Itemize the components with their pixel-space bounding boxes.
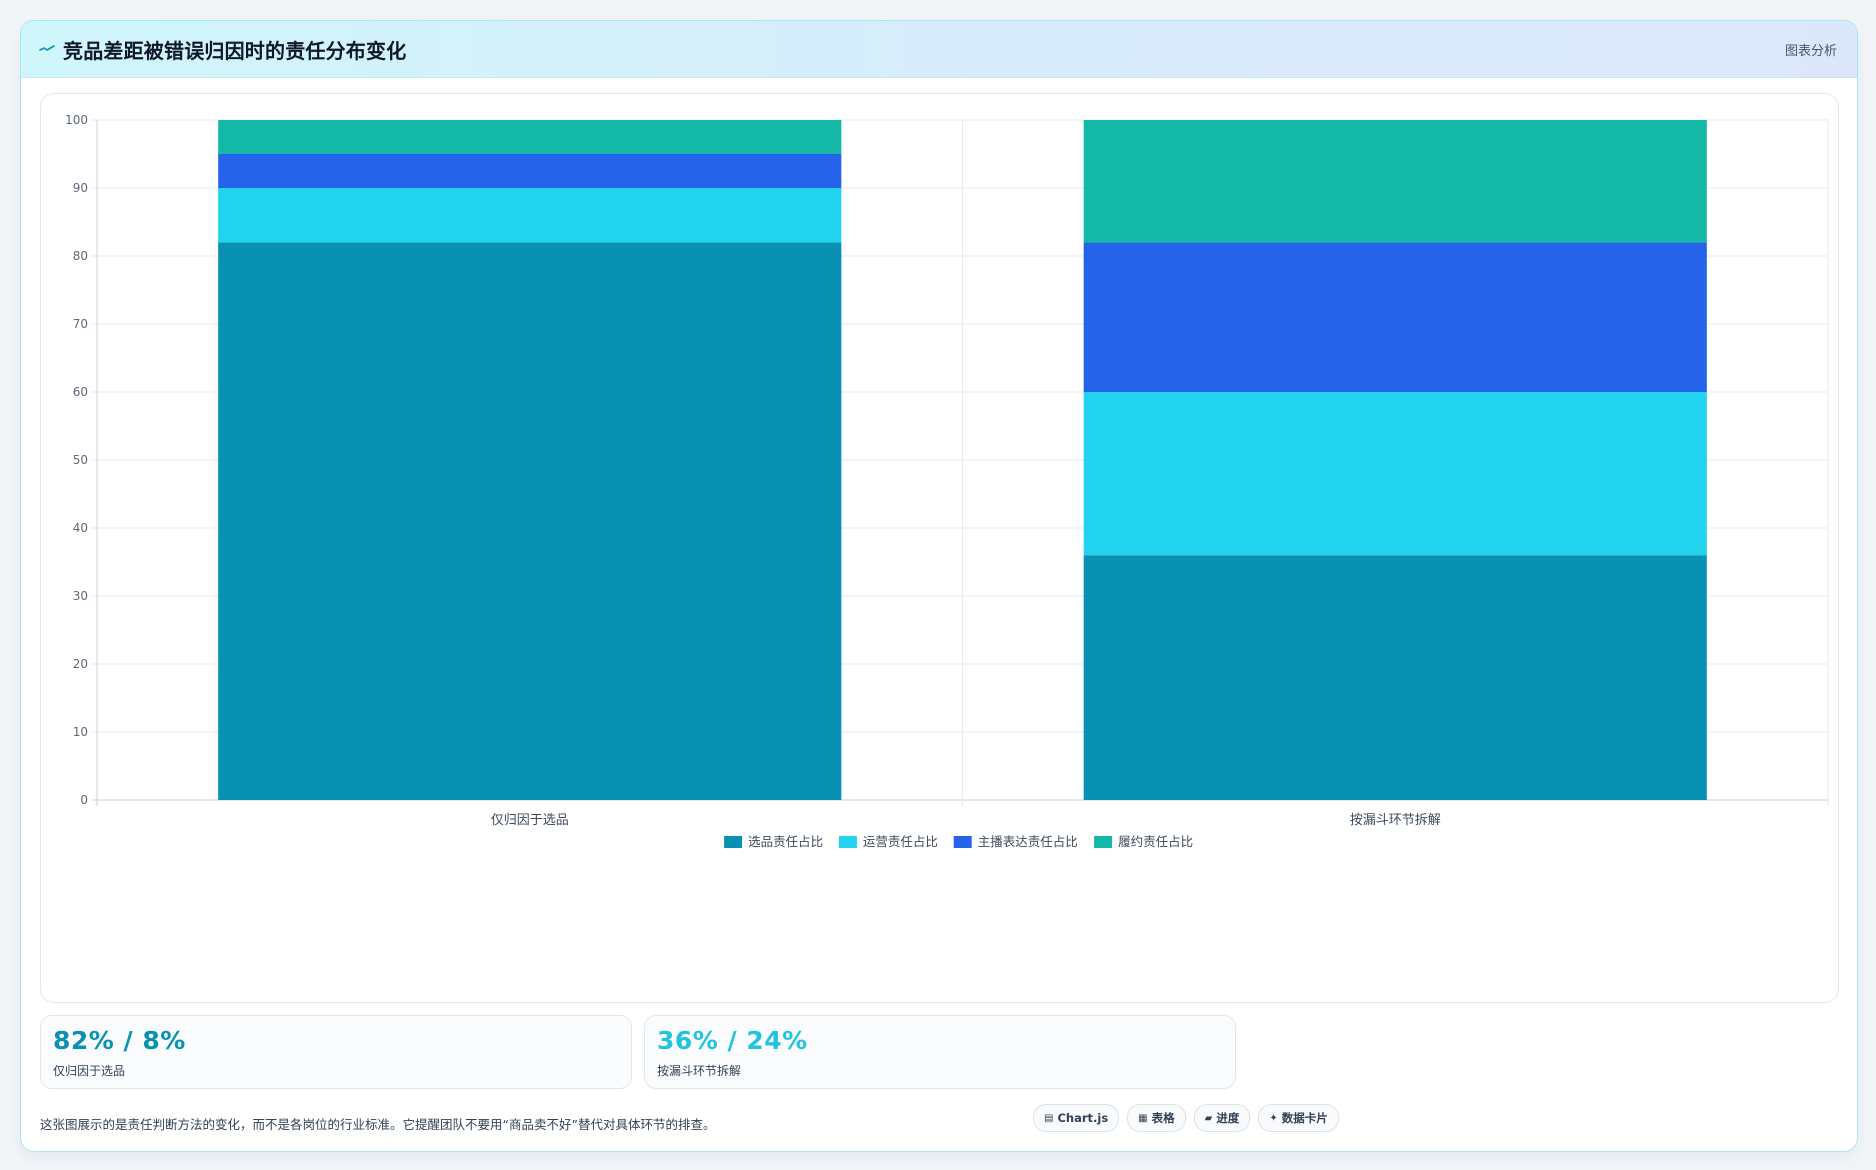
y-tick-label: 30 <box>73 589 88 603</box>
kpi-value: 82% / 8% <box>53 1026 186 1055</box>
x-category-label: 按漏斗环节拆解 <box>1350 812 1441 828</box>
x-category-label: 仅归因于选品 <box>491 813 569 828</box>
chart-card: 竞品差距被错误归因时的责任分布变化 图表分析 0 10 20 30 40 50 60 70 80… <box>20 20 1858 1152</box>
bar-segment <box>1083 555 1707 800</box>
chart-icon: ▤ <box>1044 1112 1054 1124</box>
bar-segment <box>218 120 842 154</box>
bar-segment <box>1083 242 1707 392</box>
header-tag: 图表分析 <box>1784 44 1837 59</box>
bar-segment <box>1083 392 1707 556</box>
y-tick-label: 80 <box>73 249 88 263</box>
legend-swatch <box>1094 836 1113 848</box>
legend-label: 运营责任占比 <box>863 834 938 849</box>
y-tick-label: 0 <box>80 793 88 807</box>
pill-label: Chart.js <box>1057 1111 1109 1125</box>
kpi-card-2: 36% / 24% 按漏斗环节拆解 <box>644 1015 1236 1089</box>
chart-panel: 0 10 20 30 40 50 60 70 80 90 100 仅归因于选品 按漏斗环节拆解选品责任占… <box>40 93 1839 1003</box>
legend-swatch <box>838 836 857 848</box>
bar-segment <box>218 242 842 800</box>
footnote: 这张图展示的是责任判断方法的变化，而不是各岗位的行业标准。它提醒团队不要用“商品… <box>40 1117 716 1132</box>
legend-label: 履约责任占比 <box>1118 834 1193 849</box>
pill-progress[interactable]: ▰ 进度 <box>1193 1104 1251 1132</box>
legend-swatch <box>953 836 972 848</box>
kpi-card-1: 82% / 8% 仅归因于选品 <box>40 1015 632 1089</box>
kpi-label: 仅归因于选品 <box>53 1064 126 1078</box>
y-tick-label: 90 <box>73 181 88 195</box>
kpi-label: 按漏斗环节拆解 <box>657 1064 742 1078</box>
pill-table[interactable]: ▦ 表格 <box>1127 1104 1186 1132</box>
pill-chartjs[interactable]: ▤ Chart.js <box>1033 1104 1120 1132</box>
bar-segment <box>218 154 842 188</box>
progress-icon: ▰ <box>1204 1112 1213 1124</box>
y-tick-label: 100 <box>65 113 88 127</box>
page-title: 竞品差距被错误归因时的责任分布变化 <box>63 39 407 63</box>
legend-label: 主播表达责任占比 <box>978 834 1078 849</box>
trend-line-icon <box>39 45 55 51</box>
y-tick-label: 20 <box>73 657 88 671</box>
bar-segment <box>1083 120 1707 243</box>
legend-swatch <box>724 836 743 848</box>
y-tick-label: 40 <box>73 521 88 535</box>
y-tick-label: 10 <box>73 725 88 739</box>
pill-data-card[interactable]: ✦ 数据卡片 <box>1258 1104 1339 1132</box>
y-tick-label: 50 <box>73 453 88 467</box>
pill-label: 进度 <box>1216 1111 1240 1125</box>
kpi-value: 36% / 24% <box>657 1026 808 1055</box>
sparkle-icon: ✦ <box>1269 1112 1278 1124</box>
y-tick-label: 60 <box>73 385 88 399</box>
pill-label: 表格 <box>1151 1111 1175 1125</box>
bar-segment <box>218 188 842 243</box>
table-icon: ▦ <box>1138 1112 1148 1124</box>
stacked-bar-chart: 0 10 20 30 40 50 60 70 80 90 100 仅归因于选品 按漏斗环节拆解选品责任占… <box>65 113 1829 849</box>
pill-label: 数据卡片 <box>1281 1111 1328 1125</box>
card-header: 竞品差距被错误归因时的责任分布变化 图表分析 <box>21 21 1857 78</box>
feature-pills: ▤ Chart.js ▦ 表格 ▰ 进度 ✦ 数据卡片 <box>1033 1104 1339 1132</box>
legend-label: 选品责任占比 <box>748 834 823 849</box>
y-tick-label: 70 <box>73 317 88 331</box>
